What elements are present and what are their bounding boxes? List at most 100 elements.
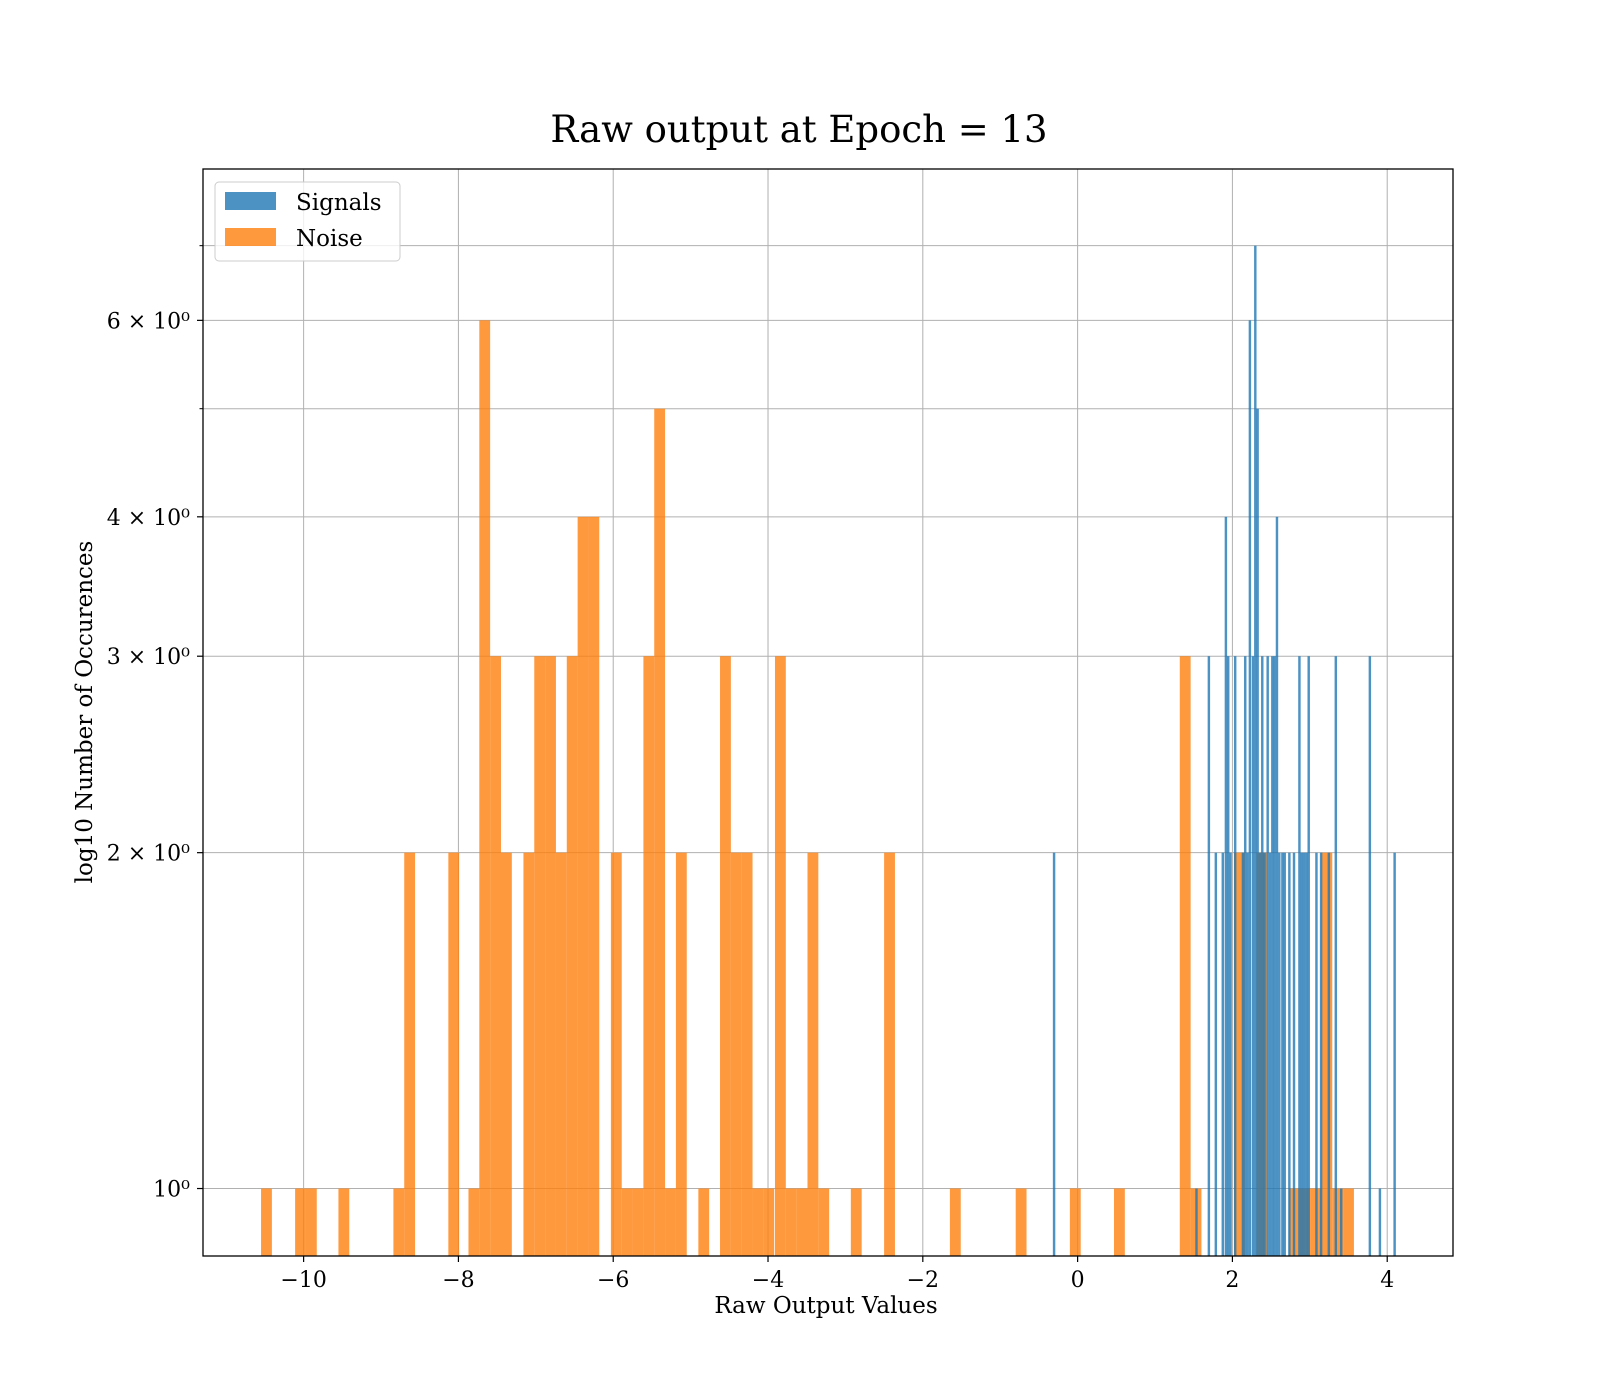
signals-bar — [1222, 853, 1224, 1256]
x-tick-label: −8 — [442, 1268, 474, 1293]
x-tick-label: −6 — [597, 1268, 629, 1293]
noise-bar — [1321, 853, 1332, 1256]
signals-bar — [1269, 853, 1271, 1256]
x-tick-label: −2 — [907, 1268, 939, 1293]
signals-bar — [1328, 853, 1330, 1256]
y-tick-label: 10⁰ — [153, 1178, 190, 1203]
signals-bar — [1298, 656, 1300, 1256]
signals-bar — [1225, 517, 1227, 1256]
noise-bar — [775, 656, 786, 1256]
signals-bar — [1208, 656, 1210, 1256]
noise-bar — [654, 409, 665, 1256]
noise-bar — [786, 1189, 797, 1256]
noise-bar — [534, 656, 545, 1256]
signals-bar — [1288, 853, 1290, 1256]
signals-bar — [1320, 853, 1322, 1256]
noise-bar — [501, 853, 512, 1256]
signals-bar — [1271, 656, 1273, 1256]
signals-bar — [1315, 853, 1317, 1256]
signals-bar — [1293, 853, 1295, 1256]
noise-bar — [479, 320, 490, 1256]
noise-bar — [851, 1189, 862, 1256]
signals-bar — [1305, 853, 1307, 1256]
noise-bar — [731, 853, 742, 1256]
legend-swatch-noise — [225, 228, 276, 246]
signals-bar — [1195, 1189, 1197, 1256]
noise-bar — [797, 1189, 808, 1256]
signals-bar — [1276, 517, 1278, 1256]
x-tick-label: 4 — [1380, 1268, 1394, 1293]
noise-bar — [1343, 1189, 1354, 1256]
signals-bar — [1252, 656, 1254, 1256]
noise-bar — [393, 1189, 404, 1256]
noise-bar — [884, 853, 895, 1256]
noise-bar — [753, 1189, 764, 1256]
signals-bar — [1301, 853, 1303, 1256]
y-tick-label: 2 × 10⁰ — [107, 842, 190, 867]
noise-bar — [1114, 1189, 1125, 1256]
signals-bar — [1273, 656, 1275, 1256]
x-tick-label: −4 — [752, 1268, 784, 1293]
noise-bar — [404, 853, 415, 1256]
noise-bar — [578, 517, 589, 1256]
signals-bar — [1261, 656, 1263, 1256]
noise-bar — [261, 1189, 272, 1256]
noise-bar — [643, 656, 654, 1256]
x-tick-label: −10 — [280, 1268, 326, 1293]
noise-bar — [1016, 1189, 1027, 1256]
noise-bar — [698, 1189, 709, 1256]
legend-swatch-signals — [225, 192, 276, 210]
legend-label-signals: Signals — [296, 190, 382, 216]
noise-bar — [611, 853, 622, 1256]
signals-bar — [1281, 853, 1283, 1256]
y-tick-label: 4 × 10⁰ — [107, 506, 190, 531]
signals-bar — [1234, 656, 1236, 1256]
signals-bar — [1215, 853, 1217, 1256]
signals-bar — [1242, 853, 1244, 1256]
noise-bar — [633, 1189, 644, 1256]
noise-bar — [567, 656, 578, 1256]
noise-bar — [490, 656, 501, 1256]
signals-bar — [1278, 853, 1280, 1256]
noise-bar — [665, 1189, 676, 1256]
signals-bar — [1303, 853, 1305, 1256]
signals-bar — [1393, 853, 1395, 1256]
signals-bar — [1335, 656, 1337, 1256]
legend: Signals Noise — [215, 182, 400, 261]
signals-bar — [1254, 246, 1256, 1256]
noise-bar — [556, 853, 567, 1256]
signals-bar — [1053, 853, 1055, 1256]
noise-bar — [742, 853, 753, 1256]
signals-bar — [1229, 853, 1231, 1256]
x-tick-label: 2 — [1225, 1268, 1239, 1293]
noise-bar — [523, 853, 534, 1256]
noise-bar — [338, 1189, 349, 1256]
signals-bar — [1249, 320, 1251, 1256]
noise-bar — [763, 1189, 774, 1256]
signals-bar — [1227, 656, 1229, 1256]
signals-bar — [1283, 853, 1285, 1256]
noise-bar — [468, 1189, 479, 1256]
noise-bar — [720, 656, 731, 1256]
noise-bar — [676, 853, 687, 1256]
signals-bar — [1244, 656, 1246, 1256]
signals-bar — [1246, 853, 1248, 1256]
noise-bar — [306, 1189, 317, 1256]
y-tick-label: 6 × 10⁰ — [107, 309, 190, 334]
signals-bar — [1263, 853, 1265, 1256]
noise-bar — [448, 853, 459, 1256]
y-axis-label: log10 Number of Occurences — [72, 541, 98, 884]
noise-bar — [295, 1189, 306, 1256]
y-tick-label: 3 × 10⁰ — [107, 645, 190, 670]
signals-bar — [1266, 656, 1268, 1256]
noise-bar — [588, 517, 599, 1256]
signals-bar — [1340, 1189, 1342, 1256]
x-axis-label: Raw Output Values — [714, 1293, 937, 1319]
x-tick-label: 0 — [1071, 1268, 1085, 1293]
noise-bar — [1070, 1189, 1081, 1256]
noise-bar — [950, 1189, 961, 1256]
signals-bar — [1379, 1189, 1381, 1256]
noise-bar — [807, 853, 818, 1256]
chart-title: Raw output at Epoch = 13 — [550, 108, 1047, 151]
legend-label-noise: Noise — [296, 226, 363, 252]
